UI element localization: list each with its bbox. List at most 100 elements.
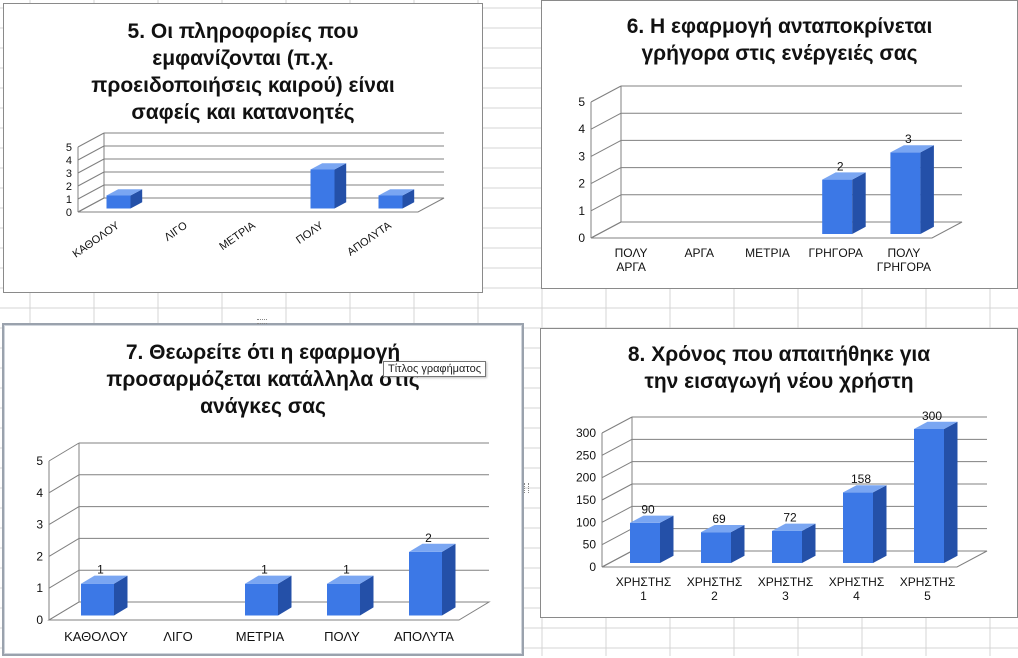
chart-5-title[interactable]: 5. Οι πληροφορίες που εμφανίζονται (π.χ. π…	[4, 18, 482, 126]
x-tick-label: ΑΠΟΛΥΤΑ	[394, 629, 454, 644]
bar-side	[442, 543, 456, 616]
y-tick-label: 0	[36, 613, 43, 627]
y-tick-label: 4	[36, 486, 43, 500]
gridline-depth	[590, 85, 622, 103]
data-label: 1	[97, 563, 104, 577]
bar-top	[772, 523, 816, 531]
bar[interactable]	[310, 163, 347, 209]
chart-8-user-time[interactable]: 8. Χρόνος που απαιτήθηκε για την εισαγωγή…	[540, 328, 1018, 618]
y-tick-label: 5	[66, 142, 72, 154]
gridline-depth	[77, 145, 105, 161]
bar-front	[914, 429, 944, 563]
bar-side	[852, 172, 866, 234]
bar-side	[130, 189, 143, 209]
bar[interactable]	[822, 172, 866, 234]
data-label: 300	[922, 409, 942, 423]
chart-title-line: σαφείς και κατανοητές	[131, 101, 355, 124]
x-tick-label: ΜΕΤΡΙΑ	[745, 246, 790, 260]
x-tick-label: ΑΡΓΑ	[685, 246, 715, 260]
chart-floor	[47, 601, 491, 621]
bar[interactable]	[914, 421, 958, 563]
chart-6-responsiveness[interactable]: 6. Η εφαρμογή ανταποκρίνεται γρήγορα στις…	[541, 0, 1018, 289]
bar[interactable]	[772, 523, 816, 563]
chart-5-clarity[interactable]: 5. Οι πληροφορίες που εμφανίζονται (π.χ. π…	[3, 3, 483, 293]
y-tick-label: 1	[578, 204, 585, 218]
data-label: 72	[783, 511, 797, 525]
bar[interactable]	[890, 145, 934, 234]
chart-floor	[590, 221, 963, 239]
data-label: 3	[905, 132, 912, 146]
bar[interactable]	[81, 575, 128, 616]
x-tick-label: 4	[853, 589, 860, 603]
bar-top	[409, 543, 456, 552]
data-label: 90	[641, 503, 655, 517]
chart-title-line: 8. Χρόνος που απαιτήθηκε για	[627, 343, 931, 366]
data-label: 1	[261, 563, 268, 577]
x-tick-label: ΛΙΓΟ	[163, 629, 193, 644]
bar[interactable]	[701, 524, 745, 563]
gridline-depth	[590, 194, 622, 212]
bar[interactable]	[630, 515, 674, 563]
gridline-depth	[601, 461, 633, 479]
y-tick-label: 300	[576, 426, 596, 440]
resize-handle-right[interactable]	[524, 483, 529, 493]
data-label: 69	[712, 512, 726, 526]
x-tick-label: ΑΠΟΛΥΤΑ	[345, 219, 394, 258]
x-tick-label: ΧΡΗΣΤΗΣ	[900, 575, 956, 589]
bar-top	[843, 485, 887, 493]
x-tick-label: ΚΑΘΟΛΟΥ	[64, 629, 128, 644]
bar-front	[81, 583, 114, 616]
bar[interactable]	[106, 189, 143, 209]
y-tick-label: 100	[576, 515, 596, 529]
y-tick-label: 3	[66, 168, 72, 180]
x-tick-label: 3	[782, 589, 789, 603]
gridline-depth	[48, 506, 80, 526]
chart-title-line: ανάγκες σας	[200, 395, 326, 418]
chart-7-title[interactable]: 7. Θεωρείτε ότι η εφαρμογή προσαρμόζεται …	[4, 339, 522, 420]
chart-7-adaptability[interactable]: 7. Θεωρείτε ότι η εφαρμογή προσαρμόζεται …	[2, 323, 524, 656]
bar-front	[245, 583, 278, 616]
bar-top	[630, 515, 674, 523]
bar-front	[630, 522, 660, 563]
y-tick-label: 2	[66, 181, 72, 193]
x-tick-label: ΠΟΛΥ	[324, 629, 360, 644]
chart-title-line: 6. Η εφαρμογή ανταποκρίνεται	[626, 15, 933, 38]
chart-7-plot: 0 1 2 3 4 5 ΚΑΘΟΛΟΥ 1 ΛΙΓΟ ΜΕΤΡΙΑ 1 ΠΟΛΥ 1 ΑΠΟΛΥΤΑ 2	[36, 442, 491, 644]
resize-handle-top[interactable]	[257, 319, 267, 324]
bar-top	[81, 575, 128, 584]
bar-front	[327, 583, 360, 616]
data-label: 158	[851, 472, 871, 486]
chart-title-tooltip: Τίτλος γραφήματος	[383, 361, 486, 377]
bar-side	[731, 524, 745, 563]
bar[interactable]	[843, 485, 887, 563]
y-tick-label: 5	[578, 95, 585, 109]
y-tick-label: 2	[578, 177, 585, 191]
x-tick-label: ΧΡΗΣΤΗΣ	[758, 575, 814, 589]
bar-side	[334, 163, 347, 209]
gridline-depth	[77, 184, 105, 200]
bar-top	[310, 163, 347, 170]
gridline-depth	[77, 158, 105, 174]
bar[interactable]	[409, 543, 456, 616]
y-tick-label: 4	[66, 155, 72, 167]
bar[interactable]	[378, 189, 415, 209]
bar-top	[890, 145, 934, 153]
y-tick-label: 50	[583, 538, 597, 552]
bar-side	[802, 523, 816, 563]
chart-title-line: προειδοποιήσεις καιρού) είναι	[91, 74, 395, 97]
bar-side	[873, 485, 887, 563]
chart-6-title[interactable]: 6. Η εφαρμογή ανταποκρίνεται γρήγορα στις…	[542, 13, 1017, 67]
chart-title-line: προσαρμόζεται κατάλληλα στις	[106, 368, 420, 391]
chart-8-title[interactable]: 8. Χρόνος που απαιτήθηκε για την εισαγωγή…	[541, 341, 1017, 395]
bar[interactable]	[327, 575, 374, 616]
bar-top	[822, 172, 866, 180]
gridline-depth	[77, 171, 105, 187]
gridline-depth	[601, 438, 633, 456]
bar[interactable]	[245, 575, 292, 616]
bar-top	[245, 575, 292, 584]
y-tick-label: 0	[578, 231, 585, 245]
chart-title-line: την εισαγωγή νέου χρήστη	[644, 370, 914, 393]
x-tick-label: ΧΡΗΣΤΗΣ	[616, 575, 672, 589]
